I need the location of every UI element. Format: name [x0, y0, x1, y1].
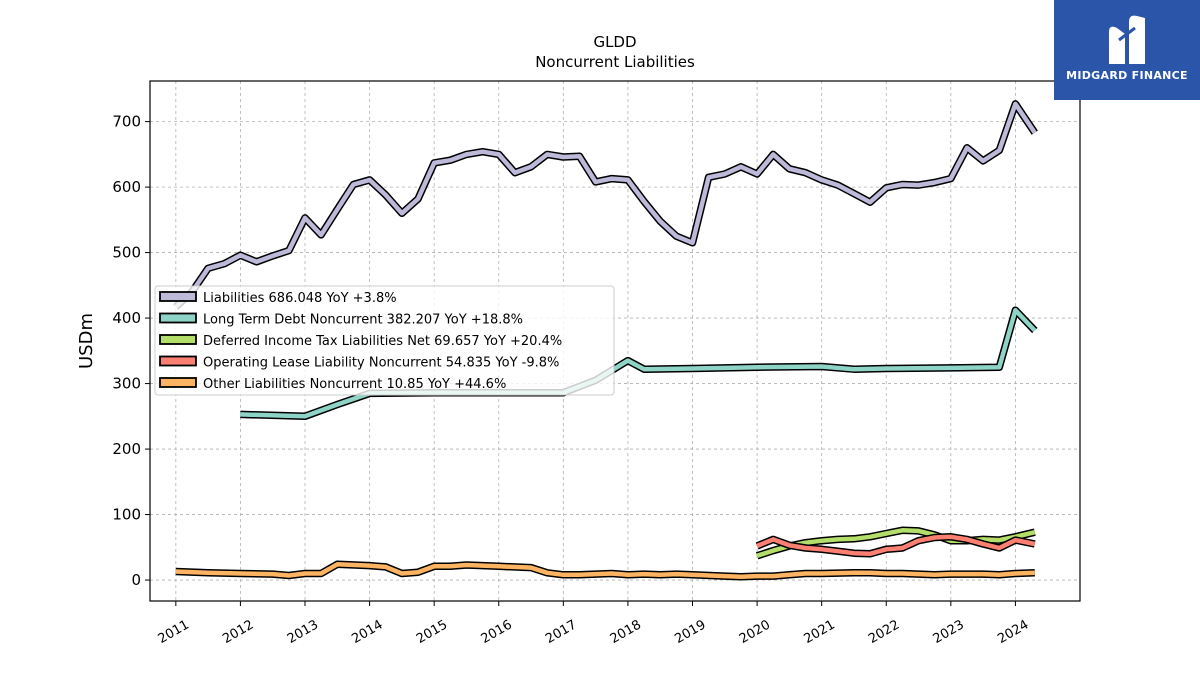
x-tick-label: 2015 [414, 617, 450, 647]
x-tick-label: 2012 [220, 617, 256, 647]
y-tick-label: 400 [112, 309, 141, 327]
legend-label: Long Term Debt Noncurrent 382.207 YoY +1… [203, 313, 523, 328]
legend-label: Other Liabilities Noncurrent 10.85 YoY +… [203, 377, 506, 392]
legend: Liabilities 686.048 YoY +3.8% Long Term D… [154, 285, 615, 396]
y-tick-label: 0 [131, 571, 141, 589]
plot-frame [149, 80, 1081, 602]
x-tick-label: 2014 [349, 617, 385, 647]
y-axis-label: USDm [76, 313, 97, 369]
chart-title: GLDD [593, 33, 636, 51]
y-tick-label: 600 [112, 178, 141, 196]
x-tick-label: 2023 [931, 617, 967, 647]
legend-swatch [159, 291, 197, 302]
legend-box [154, 285, 615, 396]
logo-text: MIDGARD FINANCE [1066, 69, 1188, 82]
x-tick-label: 2020 [737, 617, 773, 647]
x-tick-label: 2017 [543, 617, 579, 647]
series-line [174, 101, 1037, 309]
series-line [756, 534, 1036, 557]
y-tick-label: 500 [112, 244, 141, 262]
x-tick-label: 2024 [995, 617, 1031, 647]
midgard-m-logo-icon [1109, 15, 1145, 65]
x-tick-label: 2022 [866, 617, 902, 647]
x-tick-label: 2016 [479, 617, 515, 647]
y-tick-label: 700 [112, 113, 141, 131]
legend-label: Deferred Income Tax Liabilities Net 69.6… [203, 334, 562, 349]
x-tick-label: 2011 [156, 617, 192, 647]
y-tick-label: 200 [112, 440, 141, 458]
y-tick-label: 100 [112, 506, 141, 524]
x-tick-label: 2018 [608, 617, 644, 647]
legend-swatch [159, 312, 197, 324]
x-tick-label: 2013 [285, 617, 321, 647]
legend-label: Operating Lease Liability Noncurrent 54.… [203, 356, 559, 371]
x-tick-label: 2019 [672, 617, 708, 647]
series-line [756, 528, 1036, 558]
x-tick-label: 2021 [802, 617, 838, 647]
legend-swatch [159, 334, 197, 345]
legend-swatch [159, 377, 197, 388]
series-outline [173, 100, 1038, 310]
legend-label: Liabilities 686.048 YoY +3.8% [203, 291, 397, 306]
midgard-finance-logo: MIDGARD FINANCE [1054, 0, 1200, 100]
series-line [175, 562, 1035, 580]
legend-swatch [159, 355, 197, 367]
y-tick-label: 300 [112, 375, 141, 393]
chart-subtitle: Noncurrent Liabilities [535, 53, 695, 71]
